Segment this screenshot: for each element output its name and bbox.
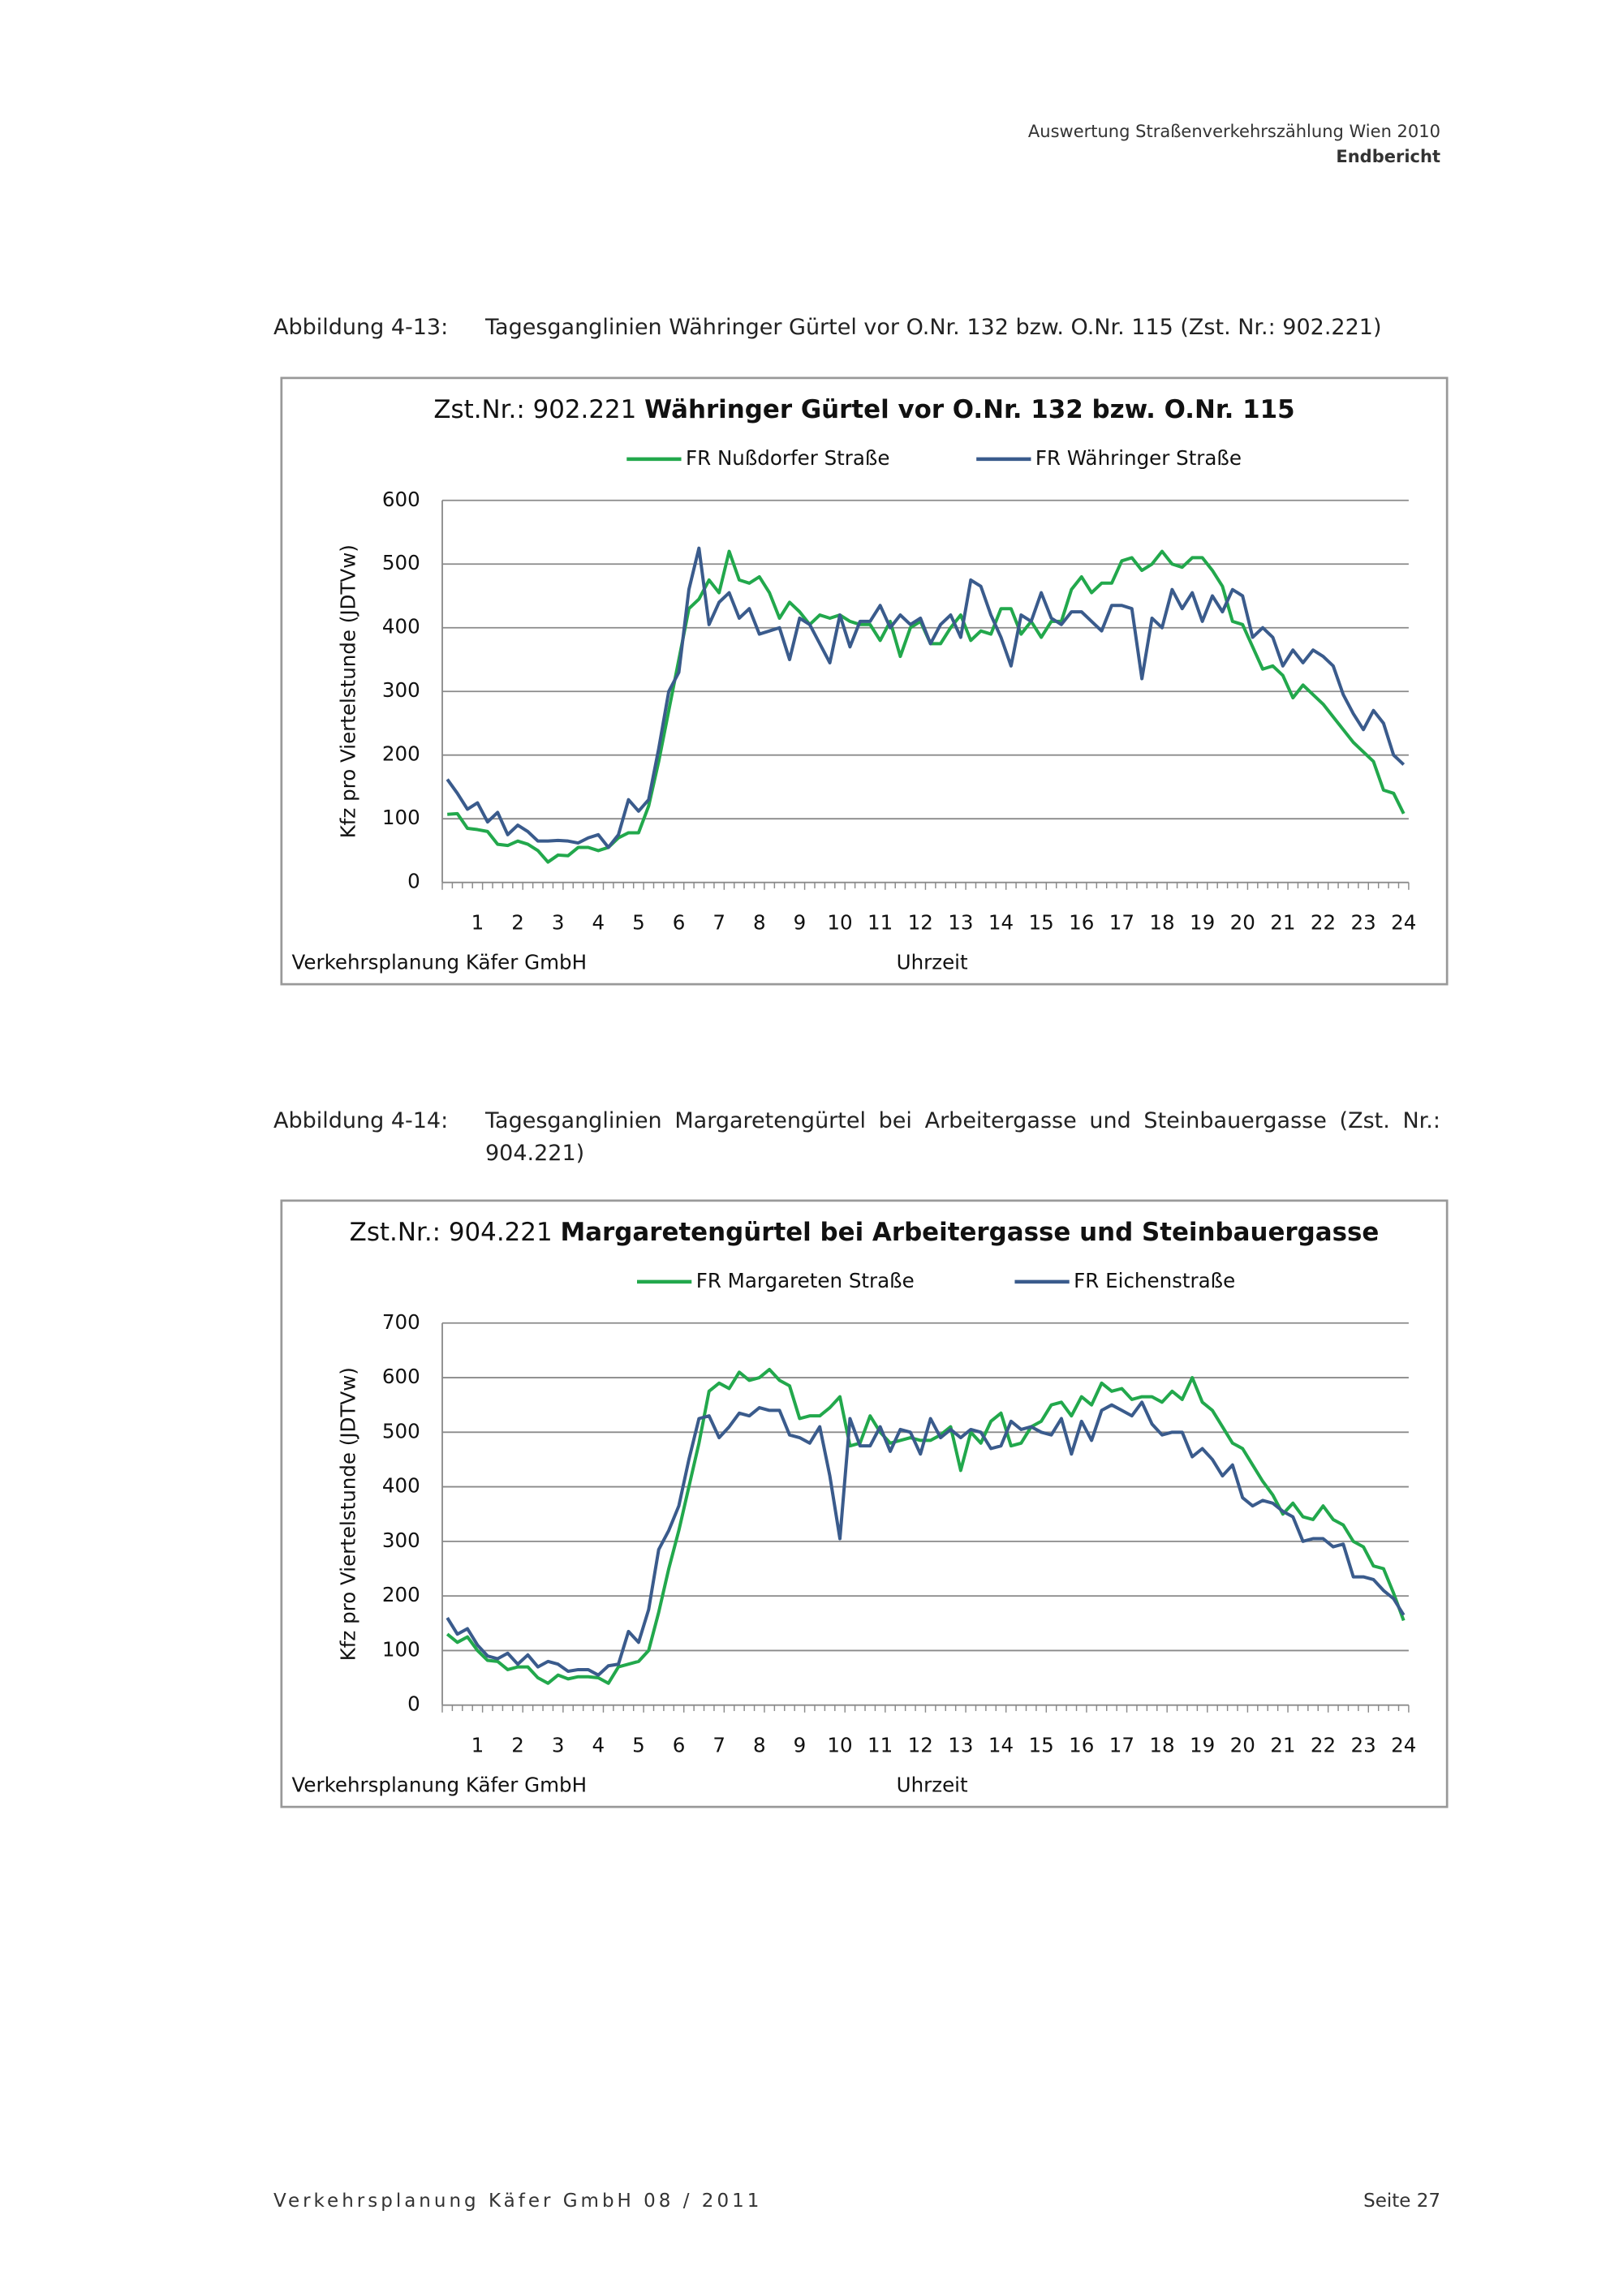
chart-title-number: Zst.Nr.: 904.221 bbox=[350, 1217, 553, 1246]
y-tick-label: 100 bbox=[382, 806, 420, 829]
x-tick-label: 19 bbox=[1190, 1734, 1215, 1757]
x-tick-label: 10 bbox=[827, 1734, 852, 1757]
x-tick-label: 3 bbox=[552, 911, 565, 935]
chart-title-text: Margaretengürtel bei Arbeitergasse und S… bbox=[560, 1217, 1379, 1246]
header-subtitle: Endbericht bbox=[1336, 147, 1440, 166]
y-axis-label: Kfz pro Viertelstunde (JDTVw) bbox=[336, 544, 359, 838]
x-tick-label: 13 bbox=[948, 1734, 973, 1757]
y-tick-label: 200 bbox=[382, 1583, 420, 1606]
chart-title-text: Währinger Gürtel vor O.Nr. 132 bzw. O.Nr… bbox=[644, 394, 1295, 424]
x-tick-label: 7 bbox=[712, 911, 725, 935]
x-tick-label: 1 bbox=[471, 911, 484, 935]
y-tick-label: 600 bbox=[382, 488, 420, 511]
chart: Zst.Nr.: 902.221 Währinger Gürtel vor O.… bbox=[280, 376, 1449, 986]
x-tick-label: 5 bbox=[632, 911, 645, 935]
x-tick-label: 8 bbox=[753, 1734, 766, 1757]
x-tick-label: 6 bbox=[673, 1734, 686, 1757]
x-tick-label: 19 bbox=[1190, 911, 1215, 935]
x-tick-label: 23 bbox=[1350, 1734, 1375, 1757]
series-line bbox=[446, 546, 1406, 849]
y-tick-label: 400 bbox=[382, 1474, 420, 1498]
x-tick-label: 4 bbox=[592, 1734, 605, 1757]
x-tick-label: 18 bbox=[1149, 911, 1174, 935]
x-tick-label: 15 bbox=[1029, 911, 1054, 935]
x-tick-label: 17 bbox=[1109, 911, 1134, 935]
y-axis-label: Kfz pro Viertelstunde (JDTVw) bbox=[336, 1367, 359, 1661]
x-tick-label: 17 bbox=[1109, 1734, 1134, 1757]
x-tick-label: 14 bbox=[988, 911, 1014, 935]
y-tick-label: 700 bbox=[382, 1310, 420, 1334]
chart: Zst.Nr.: 904.221 Margaretengürtel bei Ar… bbox=[280, 1199, 1449, 1808]
y-tick-label: 500 bbox=[382, 551, 420, 574]
x-tick-label: 9 bbox=[794, 1734, 807, 1757]
y-tick-label: 0 bbox=[407, 1692, 420, 1716]
chart-frame bbox=[280, 376, 1449, 986]
y-tick-label: 100 bbox=[382, 1637, 420, 1661]
x-tick-label: 12 bbox=[908, 1734, 933, 1757]
y-tick-label: 600 bbox=[382, 1365, 420, 1388]
x-tick-label: 16 bbox=[1069, 911, 1094, 935]
chart-source: Verkehrsplanung Käfer GmbH bbox=[292, 951, 588, 974]
x-tick-label: 14 bbox=[988, 1734, 1014, 1757]
x-axis-label: Uhrzeit bbox=[897, 951, 968, 974]
x-tick-label: 3 bbox=[552, 1734, 565, 1757]
x-tick-label: 20 bbox=[1230, 911, 1255, 935]
x-tick-label: 20 bbox=[1230, 1734, 1255, 1757]
x-tick-label: 6 bbox=[673, 911, 686, 935]
figure-caption: Tagesganglinien Margaretengürtel bei Arb… bbox=[485, 1108, 1440, 1166]
chart-source: Verkehrsplanung Käfer GmbH bbox=[292, 1774, 588, 1797]
x-tick-label: 23 bbox=[1350, 911, 1375, 935]
x-tick-label: 22 bbox=[1311, 1734, 1336, 1757]
x-tick-label: 2 bbox=[511, 911, 524, 935]
x-tick-label: 15 bbox=[1029, 1734, 1054, 1757]
x-tick-label: 8 bbox=[753, 911, 766, 935]
x-tick-label: 5 bbox=[632, 1734, 645, 1757]
x-tick-label: 24 bbox=[1391, 911, 1416, 935]
x-tick-label: 1 bbox=[471, 1734, 484, 1757]
y-tick-label: 500 bbox=[382, 1419, 420, 1443]
x-tick-label: 24 bbox=[1391, 1734, 1416, 1757]
y-tick-label: 300 bbox=[382, 1529, 420, 1552]
x-tick-label: 10 bbox=[827, 911, 852, 935]
series-line bbox=[446, 1400, 1406, 1677]
x-tick-label: 11 bbox=[867, 1734, 893, 1757]
legend-label: FR Nußdorfer Straße bbox=[686, 446, 889, 470]
footer-left: Verkehrsplanung Käfer GmbH 08 / 2011 bbox=[273, 2191, 763, 2212]
x-axis-label: Uhrzeit bbox=[897, 1774, 968, 1797]
figure-label: Abbildung 4-14: bbox=[273, 1108, 449, 1133]
legend-label: FR Eichenstraße bbox=[1074, 1269, 1235, 1292]
y-tick-label: 200 bbox=[382, 742, 420, 766]
x-tick-label: 12 bbox=[908, 911, 933, 935]
y-tick-label: 0 bbox=[407, 870, 420, 893]
figure-caption: Tagesganglinien Währinger Gürtel vor O.N… bbox=[485, 315, 1382, 340]
y-tick-label: 300 bbox=[382, 678, 420, 702]
x-tick-label: 22 bbox=[1311, 911, 1336, 935]
chart-title-number: Zst.Nr.: 902.221 bbox=[433, 394, 636, 424]
x-tick-label: 18 bbox=[1149, 1734, 1174, 1757]
x-tick-label: 2 bbox=[511, 1734, 524, 1757]
header-title: Auswertung Straßenverkehrszählung Wien 2… bbox=[1027, 122, 1440, 141]
x-tick-label: 21 bbox=[1270, 1734, 1295, 1757]
y-tick-label: 400 bbox=[382, 615, 420, 638]
footer-right: Seite 27 bbox=[1363, 2191, 1440, 2212]
x-tick-label: 16 bbox=[1069, 1734, 1094, 1757]
x-tick-label: 7 bbox=[712, 1734, 725, 1757]
x-tick-label: 21 bbox=[1270, 911, 1295, 935]
x-tick-label: 11 bbox=[867, 911, 893, 935]
legend-label: FR Währinger Straße bbox=[1035, 446, 1242, 470]
x-tick-label: 13 bbox=[948, 911, 973, 935]
chart-title: Zst.Nr.: 902.221 Währinger Gürtel vor O.… bbox=[433, 394, 1294, 424]
x-tick-label: 4 bbox=[592, 911, 605, 935]
chart-title: Zst.Nr.: 904.221 Margaretengürtel bei Ar… bbox=[350, 1217, 1380, 1246]
figure-label: Abbildung 4-13: bbox=[273, 315, 449, 340]
x-tick-label: 9 bbox=[794, 911, 807, 935]
legend-label: FR Margareten Straße bbox=[696, 1269, 915, 1292]
